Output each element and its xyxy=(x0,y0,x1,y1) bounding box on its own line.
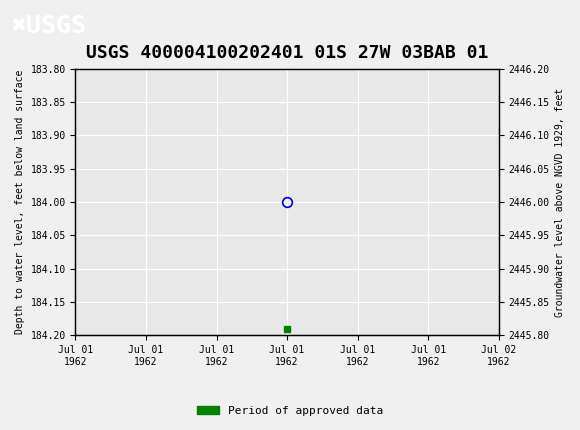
Title: USGS 400004100202401 01S 27W 03BAB 01: USGS 400004100202401 01S 27W 03BAB 01 xyxy=(86,44,488,61)
Text: ✖USGS: ✖USGS xyxy=(12,14,86,38)
Legend: Period of approved data: Period of approved data xyxy=(193,401,387,420)
Y-axis label: Groundwater level above NGVD 1929, feet: Groundwater level above NGVD 1929, feet xyxy=(555,88,565,316)
Y-axis label: Depth to water level, feet below land surface: Depth to water level, feet below land su… xyxy=(15,70,25,334)
